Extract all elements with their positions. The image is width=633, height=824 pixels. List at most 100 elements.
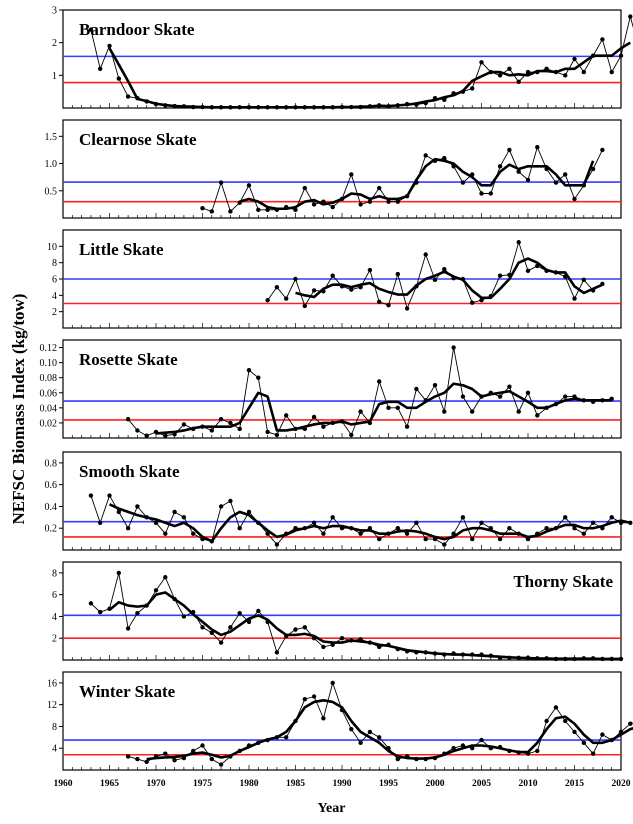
thorny-skate-annual-point — [200, 625, 205, 630]
thorny-skate-annual-point — [116, 570, 122, 576]
x-tick-label: 1975 — [193, 779, 212, 789]
smooth-skate-annual-point — [125, 526, 131, 531]
x-tick-label: 1985 — [286, 779, 305, 789]
smooth-skate-y-tick-label: 0.4 — [45, 502, 58, 513]
smooth-skate-annual-point — [330, 515, 335, 520]
winter-skate-annual-point — [377, 735, 382, 740]
thorny-skate-annual-point — [293, 627, 298, 632]
barndoor-skate-annual-point — [125, 94, 131, 99]
thorny-skate-y-tick-label: 4 — [52, 612, 57, 623]
little-skate-annual-point — [432, 277, 438, 283]
rosette-skate-annual-point — [404, 424, 410, 429]
clearnose-skate-y-tick-label: 1.5 — [45, 132, 58, 143]
winter-skate-annual-point — [590, 751, 596, 756]
little-skate-annual-point — [274, 284, 280, 290]
smooth-skate-annual-point — [507, 526, 512, 531]
smooth-skate-annual-point — [228, 498, 233, 504]
little-skate-title: Little Skate — [79, 240, 164, 259]
clearnose-skate-annual-point — [442, 155, 447, 161]
clearnose-skate-annual-point — [209, 209, 214, 214]
little-skate-annual-point — [442, 267, 447, 272]
winter-skate-annual-point — [284, 735, 289, 740]
rosette-skate-annual-point — [321, 424, 326, 429]
smooth-skate-annual-point — [274, 542, 280, 547]
winter-skate-annual-point — [321, 716, 326, 721]
winter-skate-annual-point — [330, 680, 335, 686]
x-tick-label: 2010 — [519, 779, 538, 789]
rosette-skate-annual-point — [414, 386, 419, 392]
thorny-skate-title: Thorny Skate — [513, 572, 613, 591]
rosette-skate-annual-point — [246, 367, 252, 373]
barndoor-skate-annual-point — [107, 43, 112, 49]
x-axis-label: Year — [317, 801, 346, 816]
rosette-skate-annual-point — [218, 416, 224, 422]
winter-skate-annual-point — [563, 718, 568, 724]
smooth-skate-annual-point — [395, 526, 400, 531]
rosette-skate-annual-point — [237, 426, 242, 432]
clearnose-skate-panel: 0.5 1.0 1.5 Clearnose Skate — [45, 119, 622, 219]
winter-skate-smoothed-line — [146, 699, 633, 761]
clearnose-skate-title: Clearnose Skate — [79, 130, 197, 149]
winter-skate-y-tick-label: 4 — [52, 744, 57, 755]
thorny-skate-annual-point — [256, 608, 261, 614]
rosette-skate-annual-point — [284, 413, 289, 418]
barndoor-skate-annual-point — [507, 66, 512, 72]
little-skate-annual-point — [479, 298, 484, 303]
little-skate-y-tick-label: 8 — [52, 258, 57, 269]
x-tick-label: 1995 — [379, 779, 398, 789]
rosette-skate-annual-point — [451, 345, 456, 350]
clearnose-skate-annual-point — [507, 147, 512, 153]
smooth-skate-annual-point — [181, 515, 187, 520]
smooth-skate-annual-point — [218, 504, 224, 509]
winter-skate-annual-point — [311, 694, 317, 699]
x-tick-label: 1980 — [240, 779, 259, 789]
clearnose-skate-annual-point — [460, 180, 466, 185]
winter-skate-annual-point — [172, 758, 177, 763]
clearnose-skate-annual-point — [423, 153, 428, 158]
little-skate-y-tick-label: 10 — [47, 242, 57, 253]
barndoor-skate-annual-point — [572, 56, 577, 62]
rosette-skate-annual-point — [125, 416, 131, 422]
little-skate-annual-point — [265, 298, 270, 303]
smooth-skate-annual-point — [581, 531, 586, 536]
smooth-skate-annual-point — [321, 531, 326, 536]
smooth-skate-annual-point — [172, 509, 177, 515]
rosette-skate-annual-point — [497, 394, 503, 399]
thorny-skate-annual-point — [163, 575, 168, 580]
smooth-skate-annual-point — [497, 536, 503, 542]
winter-skate-annual-point — [479, 737, 484, 743]
winter-skate-annual-point — [200, 743, 205, 748]
rosette-skate-annual-point — [163, 433, 168, 438]
clearnose-skate-annual-point — [330, 204, 335, 210]
thorny-skate-annual-point — [321, 644, 326, 650]
smooth-skate-annual-point — [563, 515, 568, 520]
little-skate-annual-point — [423, 252, 428, 257]
smooth-skate-annual-point — [404, 531, 410, 536]
winter-skate-annual-point — [358, 740, 363, 745]
smooth-skate-annual-point — [423, 536, 428, 542]
barndoor-skate-annual-point — [98, 66, 103, 72]
rosette-skate-annual-point — [535, 413, 540, 418]
x-tick-label: 1960 — [54, 779, 73, 789]
winter-skate-annual-point — [628, 721, 633, 726]
x-tick-label: 1990 — [333, 779, 352, 789]
rosette-skate-annual-point — [516, 409, 521, 414]
clearnose-skate-annual-point — [311, 202, 317, 207]
rosette-skate-y-tick-label: 0.06 — [40, 388, 58, 399]
smooth-skate-annual-point — [107, 493, 112, 498]
rosette-skate-annual-point — [265, 429, 270, 435]
little-skate-y-tick-label: 2 — [52, 307, 57, 318]
winter-skate-annual-point — [218, 762, 224, 767]
winter-skate-annual-point — [572, 729, 577, 735]
thorny-skate-annual-point — [339, 636, 345, 641]
smooth-skate-annual-point — [572, 526, 577, 531]
smooth-skate-annual-point — [246, 509, 252, 515]
barndoor-skate-annual-point — [497, 73, 503, 78]
winter-skate-title: Winter Skate — [79, 682, 176, 701]
winter-skate-annual-point — [191, 748, 196, 754]
winter-skate-annual-point — [125, 754, 131, 759]
smooth-skate-annual-point — [377, 536, 382, 542]
rosette-skate-annual-point — [470, 409, 475, 414]
winter-skate-annual-point — [163, 751, 168, 756]
